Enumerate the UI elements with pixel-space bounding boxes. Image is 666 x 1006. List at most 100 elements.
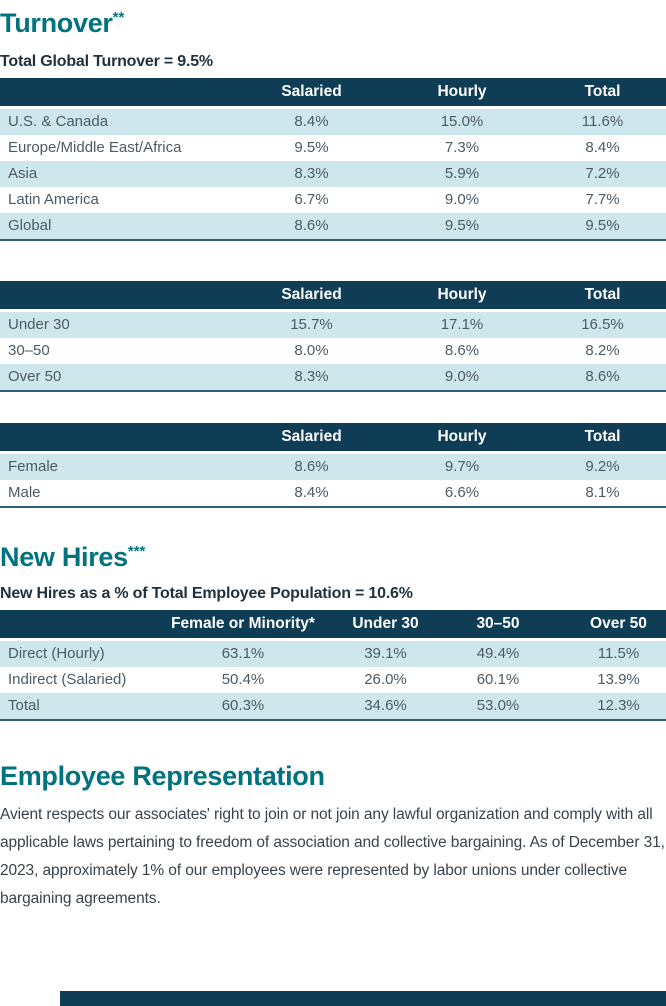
cell-value: 15.7% (290, 316, 333, 333)
new-hires-title-text: New Hires (0, 542, 128, 572)
cell-value: 13.9% (597, 671, 640, 688)
cell-value: 49.4% (476, 645, 520, 662)
cell-value: 8.0% (294, 342, 329, 359)
row-label: U.S. & Canada (8, 113, 109, 130)
cell-value: 53.0% (476, 697, 520, 714)
new-hires-subtitle: New Hires as a % of Total Employee Popul… (0, 585, 413, 602)
cell-value: 8.3% (294, 165, 329, 182)
table-row: U.S. & Canada 8.4% 15.0% 11.6% (0, 109, 666, 135)
table-header-row: Salaried Hourly Total (0, 281, 666, 309)
table-header-spacer (0, 423, 230, 451)
cell-value: 8.6% (294, 217, 329, 234)
turnover-title: Turnover** (0, 0, 666, 39)
turnover-by-gender-table: Salaried Hourly Total Female 8.6% 9.7% 9.2% Mal… (0, 423, 666, 508)
cell-value: 63.1% (221, 645, 265, 662)
table-row: 30–50 8.0% 8.6% 8.2% (0, 338, 666, 364)
turnover-by-region-table: Salaried Hourly Total U.S. & Canada 8.4% 15.0… (0, 78, 666, 241)
table-row: Europe/Middle East/Africa 9.5% 7.3% 8.4% (0, 135, 666, 161)
cell-value: 8.2% (585, 342, 620, 359)
column-header: Total (584, 83, 621, 100)
column-header: Salaried (281, 428, 342, 445)
row-label: Male (8, 484, 41, 501)
table-row: Male 8.4% 6.6% 8.1% (0, 480, 666, 506)
column-header: Salaried (281, 286, 342, 303)
table-row: Under 30 15.7% 17.1% 16.5% (0, 312, 666, 338)
new-hires-section: New Hires*** New Hires as a % of Total E… (0, 536, 666, 721)
cell-value: 12.3% (597, 697, 640, 714)
cell-value: 7.7% (585, 191, 620, 208)
cell-value: 8.4% (585, 139, 620, 156)
row-label: Over 50 (8, 368, 62, 385)
table-row: Direct (Hourly) 63.1% 39.1% 49.4% 11.5% (0, 641, 666, 667)
table-header-spacer (0, 281, 230, 309)
cell-value: 8.6% (444, 342, 480, 359)
total-global-turnover-subtitle: Total Global Turnover = 9.5% (0, 53, 213, 70)
table-row: Latin America 6.7% 9.0% 7.7% (0, 187, 666, 213)
cell-value: 7.2% (585, 165, 620, 182)
cell-value: 9.2% (585, 458, 620, 475)
cell-value: 6.7% (294, 191, 329, 208)
cell-value: 50.4% (221, 671, 265, 688)
row-label: Direct (Hourly) (8, 645, 105, 662)
column-header: Under 30 (352, 615, 419, 632)
cell-value: 8.1% (585, 484, 620, 501)
row-label: 30–50 (8, 342, 50, 359)
employee-representation-title: Employee Representation (0, 761, 325, 791)
employee-representation-section: Employee Representation Avient respects … (0, 760, 666, 913)
cell-value: 6.6% (444, 484, 480, 501)
column-header: Total (584, 286, 621, 303)
cell-value: 39.1% (364, 645, 407, 662)
cell-value: 11.6% (581, 113, 624, 130)
cell-value: 7.3% (444, 139, 480, 156)
row-label: Total (8, 697, 40, 714)
column-header: Female or Minority* (171, 615, 315, 632)
table-row: Global 8.6% 9.5% 9.5% (0, 213, 666, 239)
cell-value: 15.0% (440, 113, 484, 130)
cell-value: 16.5% (581, 316, 624, 333)
turnover-section: Turnover** Total Global Turnover = 9.5% … (0, 0, 666, 508)
column-header: Salaried (281, 83, 342, 100)
row-label: Latin America (8, 191, 99, 208)
cell-value: 9.0% (444, 191, 480, 208)
table-header-row: Salaried Hourly Total (0, 423, 666, 451)
cell-value: 34.6% (364, 697, 407, 714)
cell-value: 8.4% (294, 113, 329, 130)
cell-value: 9.0% (444, 368, 480, 385)
cell-value: 60.3% (221, 697, 265, 714)
new-hires-table: Female or Minority* Under 30 30–50 Over 50 D… (0, 610, 666, 721)
cell-value: 9.5% (585, 217, 620, 234)
table-row: Female 8.6% 9.7% 9.2% (0, 454, 666, 480)
new-hires-title: New Hires*** (0, 536, 666, 573)
cell-value: 9.5% (294, 139, 329, 156)
turnover-title-text: Turnover (0, 8, 113, 38)
column-header: Over 50 (590, 615, 647, 632)
cell-value: 8.6% (585, 368, 620, 385)
table-row: Asia 8.3% 5.9% 7.2% (0, 161, 666, 187)
footer-bar (60, 991, 666, 1006)
new-hires-footnote-marker: *** (127, 543, 146, 560)
column-header: Hourly (437, 286, 487, 303)
row-label: Female (8, 458, 59, 475)
cell-value: 60.1% (476, 671, 520, 688)
cell-value: 8.3% (294, 368, 329, 385)
row-label: Under 30 (8, 316, 70, 333)
cell-value: 9.5% (444, 217, 480, 234)
row-label: Global (8, 217, 52, 234)
cell-value: 8.6% (294, 458, 329, 475)
table-row: Total 60.3% 34.6% 53.0% 12.3% (0, 693, 666, 719)
column-header: 30–50 (476, 615, 520, 632)
table-row: Over 50 8.3% 9.0% 8.6% (0, 364, 666, 390)
cell-value: 8.4% (294, 484, 329, 501)
turnover-by-age-table: Salaried Hourly Total Under 30 15.7% 17.1% 16.… (0, 281, 666, 392)
row-label: Indirect (Salaried) (8, 671, 127, 688)
cell-value: 17.1% (440, 316, 484, 333)
employee-representation-body: Avient respects our associates' right to… (0, 806, 665, 907)
table-header-row: Female or Minority* Under 30 30–50 Over 50 (0, 610, 666, 638)
turnover-footnote-marker: ** (112, 9, 125, 26)
cell-value: 11.5% (597, 645, 640, 662)
cell-value: 26.0% (364, 671, 407, 688)
column-header: Total (584, 428, 621, 445)
column-header: Hourly (437, 83, 487, 100)
row-label: Europe/Middle East/Africa (8, 139, 182, 156)
table-row: Indirect (Salaried) 50.4% 26.0% 60.1% 13.9% (0, 667, 666, 693)
